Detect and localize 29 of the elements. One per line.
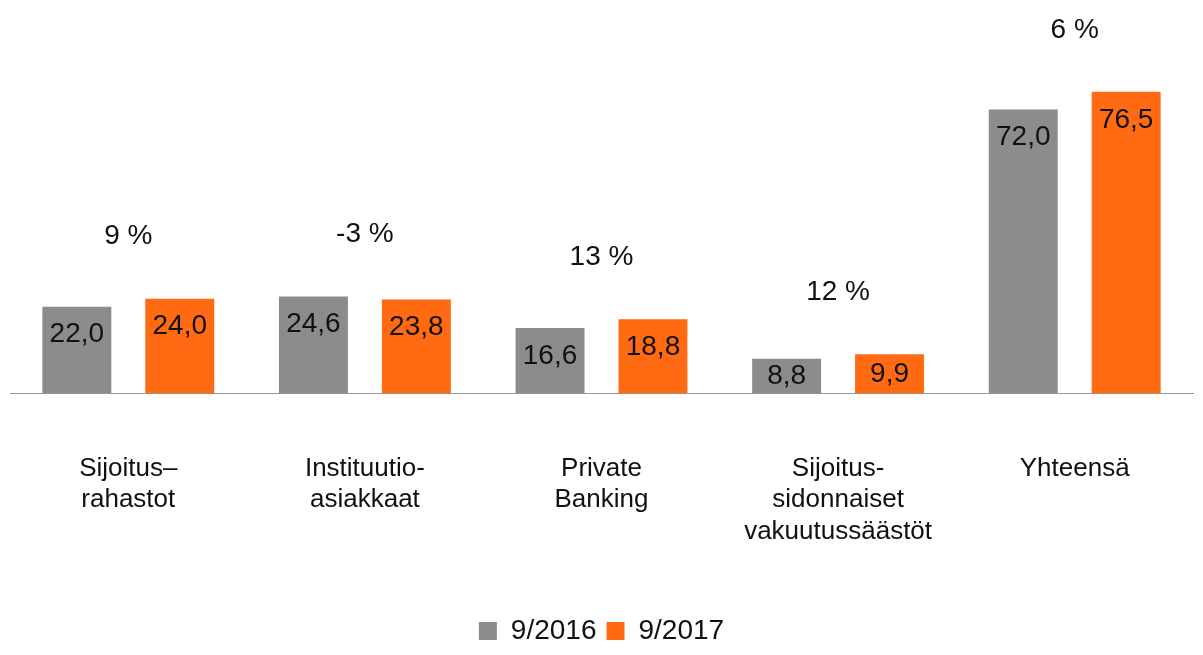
bar xyxy=(278,296,348,394)
data-label: 24,0 xyxy=(152,309,208,341)
data-label: 24,6 xyxy=(286,307,341,339)
data-label: 76,5 xyxy=(1098,102,1154,134)
data-label: 72,0 xyxy=(995,120,1051,152)
legend-label: 9/2016 xyxy=(510,613,597,645)
x-tick-label: Yhteensä xyxy=(1019,452,1131,483)
data-label: 23,8 xyxy=(389,310,444,342)
annotation: 12 % xyxy=(806,275,871,307)
data-label: 8,8 xyxy=(767,358,807,390)
data-label: 9,9 xyxy=(870,356,910,388)
data-label: 18,8 xyxy=(625,330,681,361)
x-tick-label: Private Banking xyxy=(554,452,649,514)
x-tick-label: Instituutio- asiakkaat xyxy=(304,452,425,514)
legend-label: 9/2017 xyxy=(638,613,725,645)
x-tick-label: Sijoitus- sidonnaiset vakuutussäästöt xyxy=(744,452,933,545)
bar xyxy=(1091,91,1161,394)
text: 6 % xyxy=(1050,12,1099,44)
bar xyxy=(381,299,451,394)
x-tick-label: Sijoitus– rahastot xyxy=(79,452,178,514)
bar xyxy=(618,319,688,394)
annotation: 9 % xyxy=(104,219,153,251)
data-label: 22,0 xyxy=(49,317,105,349)
data-label: 16,6 xyxy=(522,338,578,370)
annotation: -3 % xyxy=(336,217,394,249)
bar xyxy=(988,109,1058,394)
bar xyxy=(42,306,112,394)
bar xyxy=(145,298,215,394)
annotation: 13 % xyxy=(569,240,634,271)
